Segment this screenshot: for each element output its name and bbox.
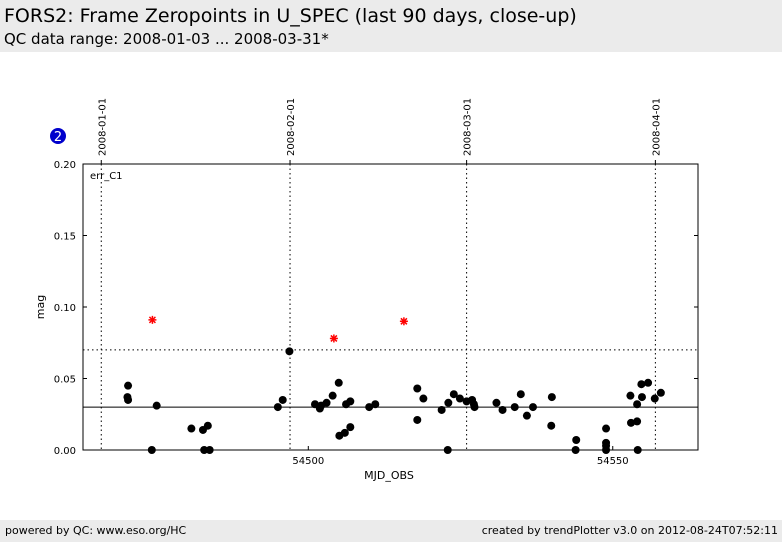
y-tick-label: 0.20 bbox=[54, 160, 76, 171]
header-bar: FORS2: Frame Zeropoints in U_SPEC (last … bbox=[0, 0, 782, 52]
data-point bbox=[510, 403, 519, 412]
date-marker-label: 2008-02-01 bbox=[286, 98, 297, 156]
data-point bbox=[547, 421, 556, 430]
data-point bbox=[371, 400, 380, 409]
data-point bbox=[470, 403, 479, 412]
data-point bbox=[334, 378, 343, 387]
outlier-point bbox=[329, 334, 338, 343]
y-tick-label: 0.10 bbox=[54, 303, 76, 314]
data-point bbox=[633, 400, 642, 409]
y-axis-label: mag bbox=[34, 295, 47, 319]
footer-powered-by: powered by QC: www.eso.org/HC bbox=[5, 524, 187, 537]
data-point bbox=[437, 405, 446, 414]
data-point bbox=[419, 394, 428, 403]
data-point bbox=[637, 393, 646, 402]
data-point bbox=[346, 397, 355, 406]
data-point bbox=[273, 403, 282, 412]
outlier-point bbox=[399, 317, 408, 326]
data-point bbox=[528, 403, 537, 412]
data-point bbox=[200, 446, 209, 454]
outlier-point bbox=[148, 315, 157, 324]
data-point bbox=[328, 391, 337, 400]
data-point bbox=[547, 393, 556, 402]
data-point bbox=[278, 395, 287, 404]
data-point bbox=[633, 417, 642, 426]
plot-area: 2008-01-01 2008-02-01 2008-03-01 2008-04-01… bbox=[54, 98, 699, 467]
x-tick-label: 54550 bbox=[597, 456, 629, 467]
data-point bbox=[365, 403, 374, 412]
data-point bbox=[444, 398, 453, 407]
data-point bbox=[443, 446, 452, 454]
data-point bbox=[203, 421, 212, 430]
page-subtitle: QC data range: 2008-01-03 ... 2008-03-31… bbox=[4, 30, 329, 48]
data-point bbox=[285, 347, 294, 356]
date-marker-label: 2008-01-01 bbox=[97, 98, 108, 156]
data-point bbox=[650, 394, 659, 403]
data-point bbox=[627, 418, 636, 427]
data-point bbox=[626, 391, 635, 400]
y-tick-label: 0.15 bbox=[54, 232, 76, 243]
footer-created-by: created by trendPlotter v3.0 on 2012-08-… bbox=[481, 524, 778, 537]
data-point bbox=[413, 415, 422, 424]
y-tick-label: 0.00 bbox=[54, 446, 76, 457]
data-point bbox=[522, 411, 531, 420]
data-point bbox=[455, 394, 464, 403]
date-marker-label: 2008-04-01 bbox=[651, 98, 662, 156]
data-point bbox=[152, 401, 161, 410]
data-point bbox=[498, 405, 507, 414]
data-point bbox=[637, 380, 646, 389]
data-point bbox=[346, 423, 355, 432]
y-tick-label: 0.05 bbox=[54, 375, 76, 386]
data-point bbox=[187, 424, 196, 433]
data-point bbox=[124, 381, 133, 390]
data-point bbox=[602, 446, 611, 454]
data-point bbox=[633, 446, 642, 454]
data-point bbox=[413, 384, 422, 393]
data-point bbox=[644, 378, 653, 387]
data-point bbox=[656, 388, 665, 397]
badge-circle bbox=[50, 128, 66, 144]
panel-label: err_C1 bbox=[90, 171, 123, 182]
data-point bbox=[602, 424, 611, 433]
x-axis-label: MJD_OBS bbox=[364, 469, 414, 482]
data-point bbox=[205, 446, 214, 454]
badge-number: 2 bbox=[54, 130, 62, 145]
footer-bar: powered by QC: www.eso.org/HC created by… bbox=[0, 520, 782, 542]
data-point bbox=[322, 398, 331, 407]
date-marker-label: 2008-03-01 bbox=[463, 98, 474, 156]
data-point bbox=[516, 390, 525, 399]
data-point bbox=[147, 446, 156, 454]
data-point bbox=[492, 398, 501, 407]
data-point bbox=[572, 435, 581, 444]
data-point bbox=[340, 428, 349, 437]
data-point bbox=[571, 446, 580, 454]
data-point bbox=[449, 390, 458, 399]
x-tick-label: 54500 bbox=[292, 456, 324, 467]
page-title: FORS2: Frame Zeropoints in U_SPEC (last … bbox=[4, 5, 577, 27]
data-point bbox=[124, 395, 133, 404]
